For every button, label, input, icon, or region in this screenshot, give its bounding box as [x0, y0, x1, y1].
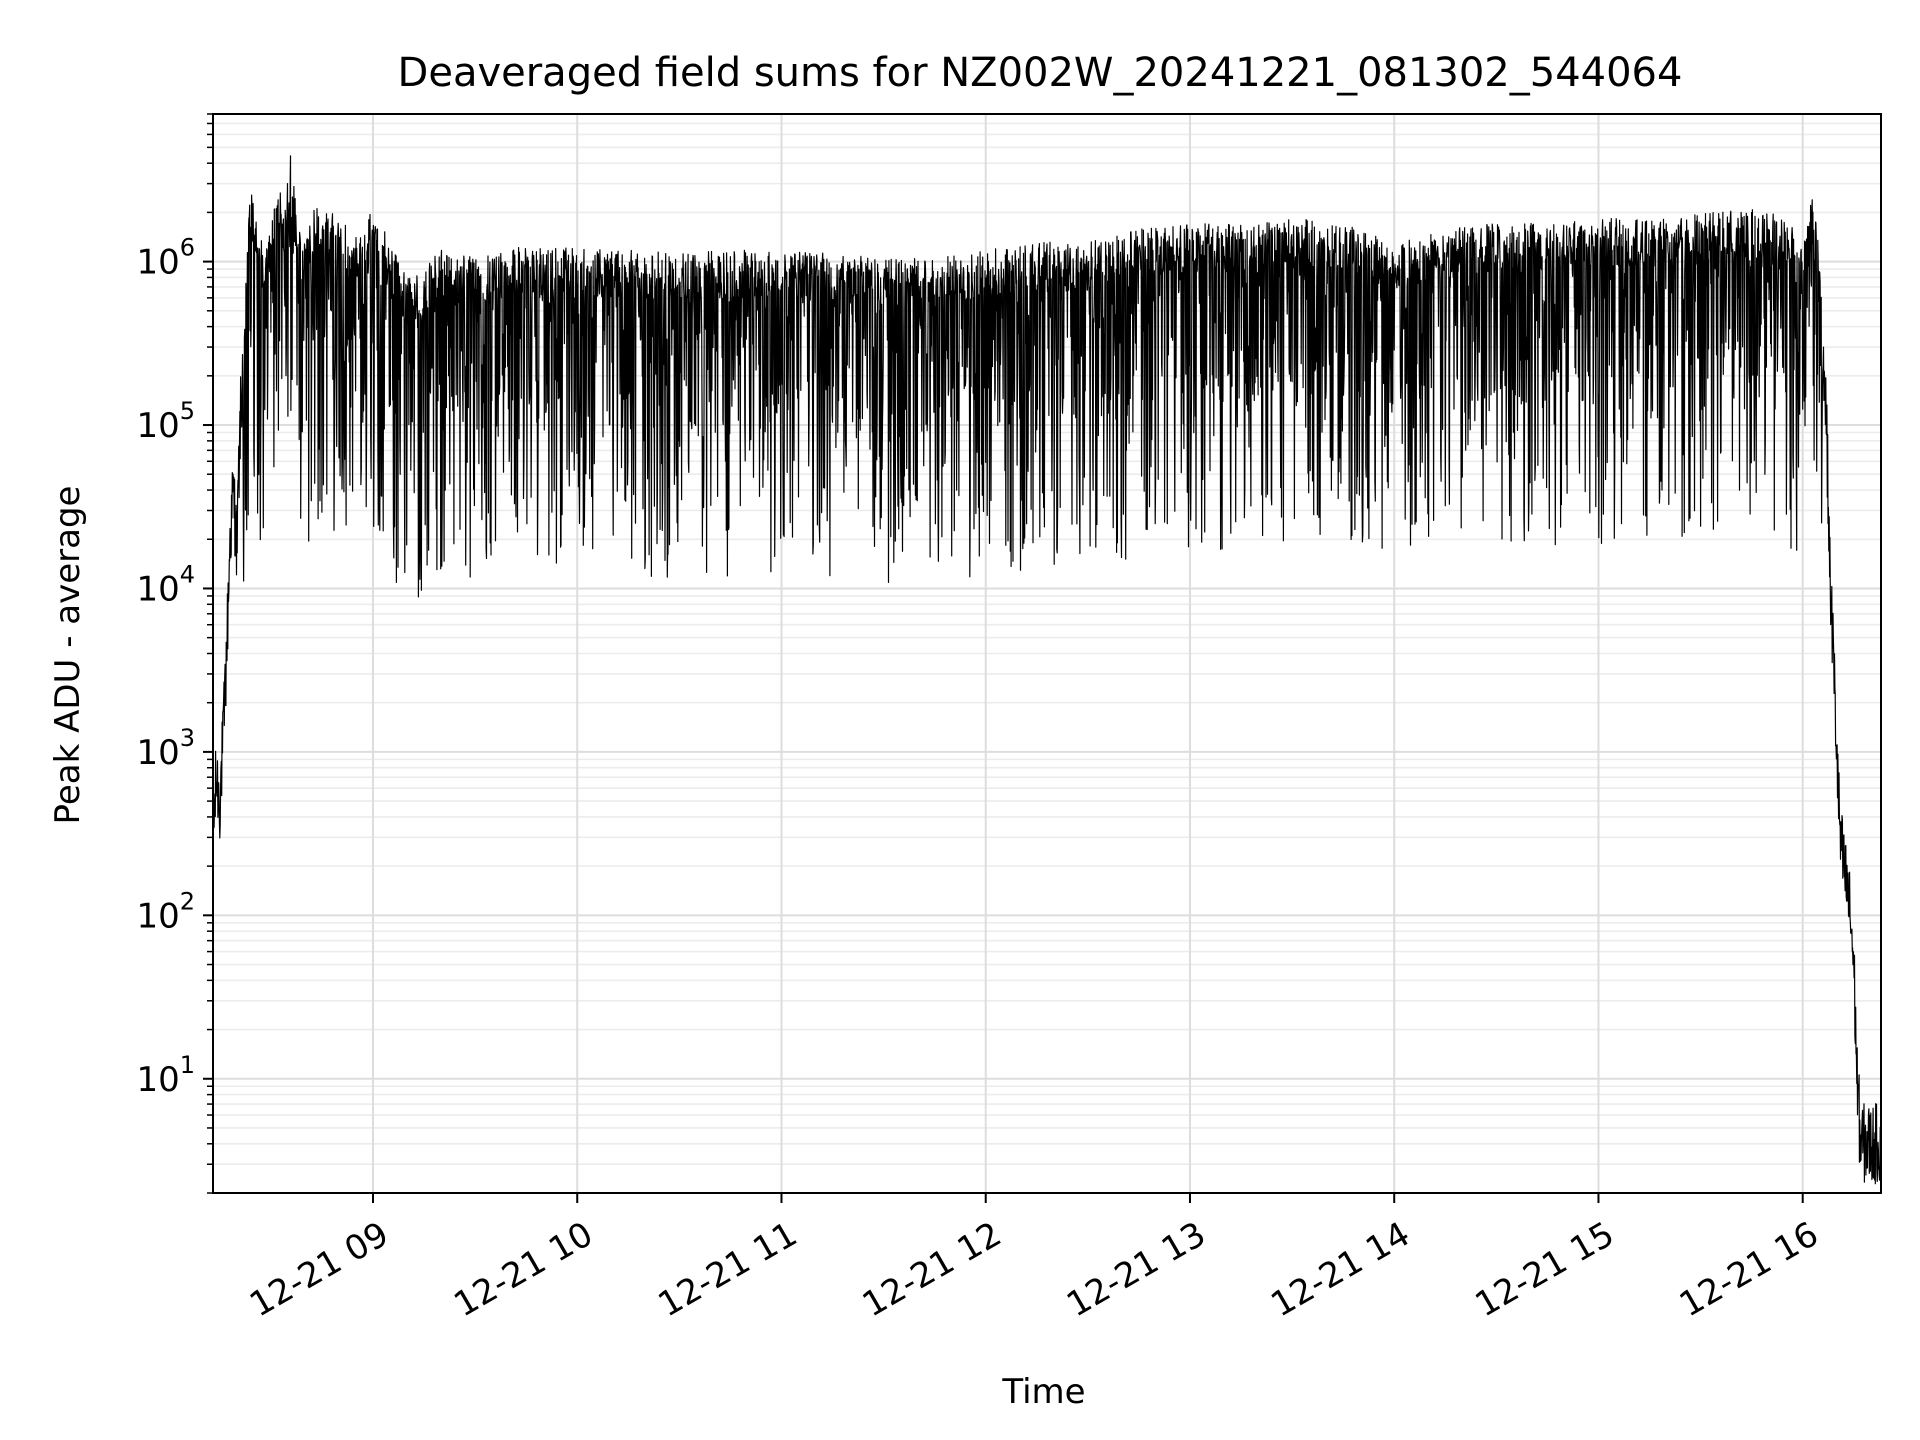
chart-title: Deaveraged field sums for NZ002W_2024122… — [398, 50, 1683, 96]
y-tick-label: 104 — [136, 560, 195, 609]
y-tick-label: 105 — [136, 397, 195, 446]
series-layer — [212, 155, 1882, 1185]
y-tick-label: 106 — [136, 234, 195, 283]
y-tick-label: 102 — [136, 887, 195, 936]
y-axis-label: Peak ADU - average — [48, 486, 88, 825]
y-tick-label: 103 — [136, 724, 195, 773]
x-axis-label: Time — [1001, 1372, 1085, 1412]
y-tick-label: 101 — [136, 1051, 195, 1100]
series-line-0 — [212, 155, 1882, 1185]
